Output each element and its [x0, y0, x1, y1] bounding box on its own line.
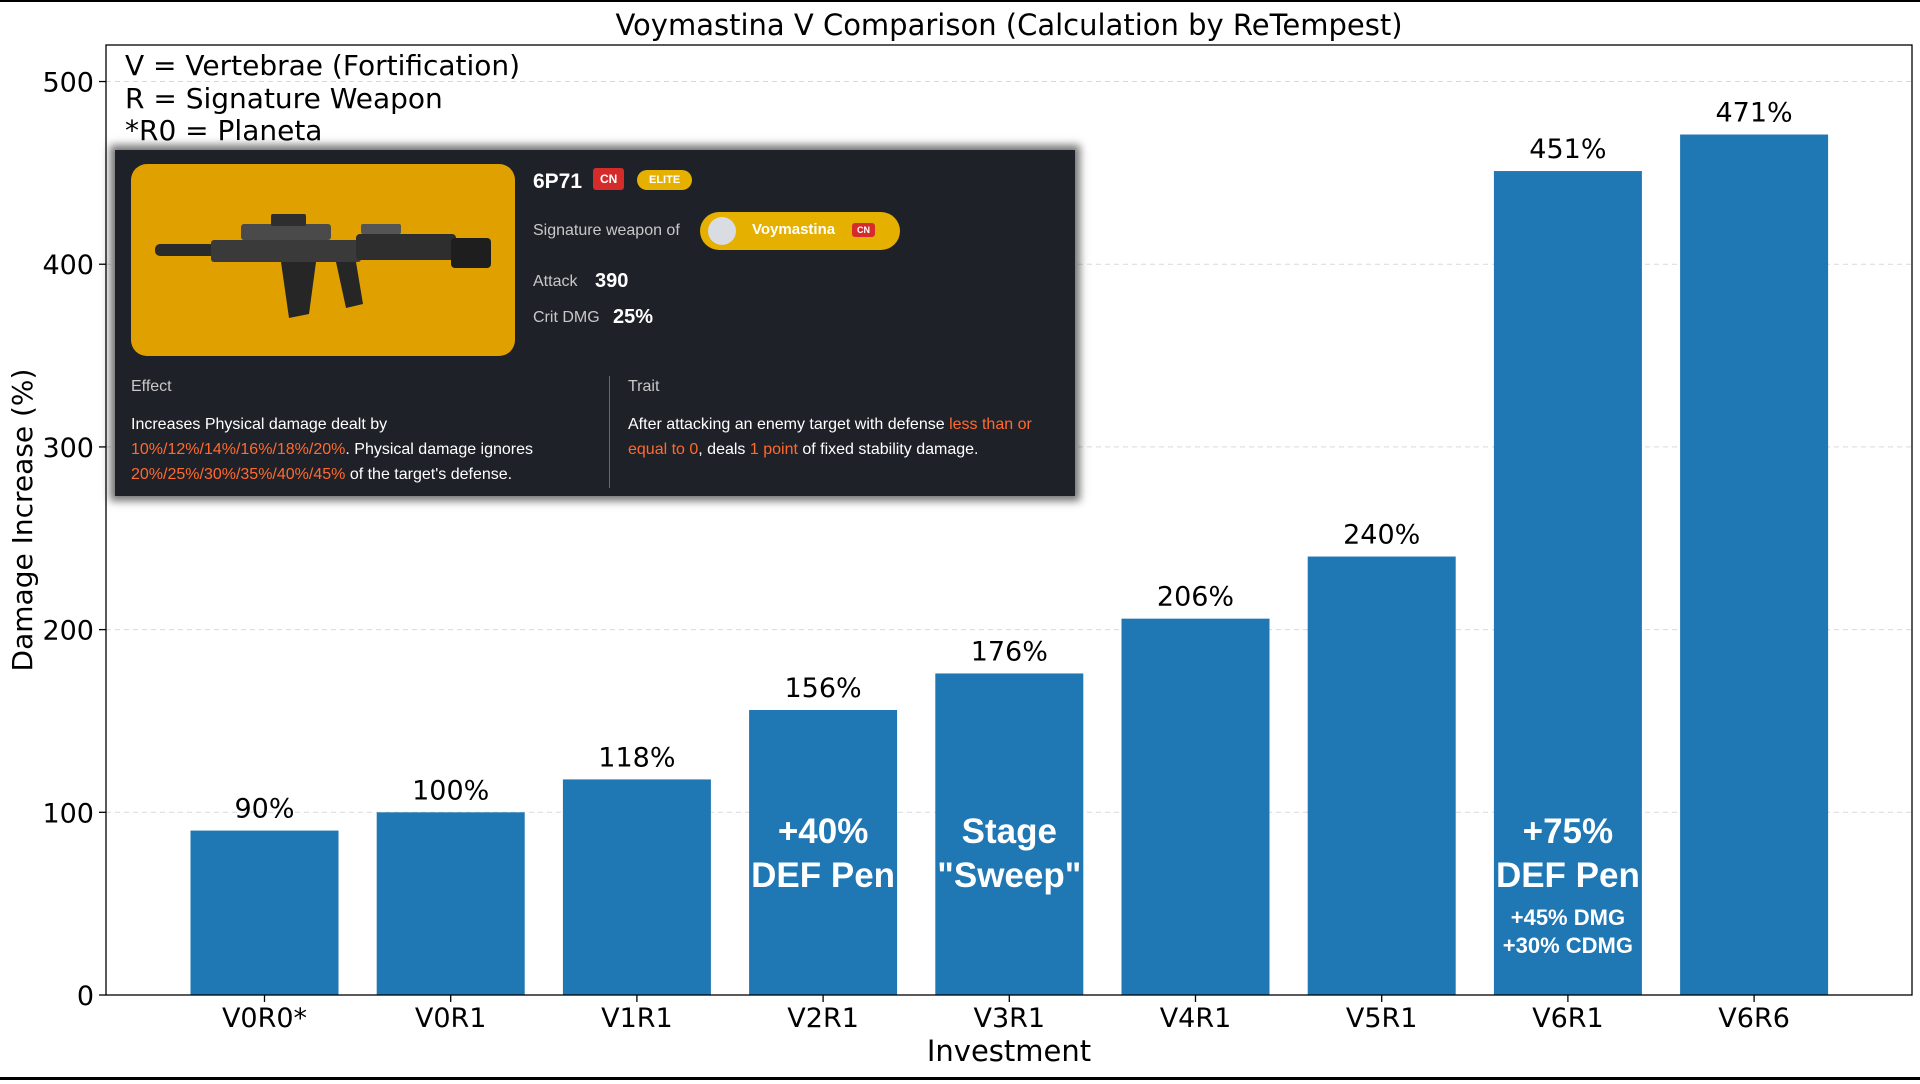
bar-v3r1: [935, 673, 1084, 995]
bar-v4r1: [1121, 618, 1270, 995]
bar-annotation: Stage: [962, 812, 1057, 851]
legend-note-1: V = Vertebrae (Fortification): [125, 49, 520, 82]
effect-highlight: 10%/12%/14%/16%/18%/20%: [131, 441, 346, 458]
bar-value-label: 118%: [598, 742, 675, 773]
legend-note-3: *R0 = Planeta: [125, 114, 322, 147]
y-tick-label: 400: [42, 250, 94, 281]
weapon-card: 6P71 CN ELITE Signature weapon of Voymas…: [115, 150, 1075, 496]
trait-highlight: less than or equal to 0: [628, 416, 1032, 458]
rifle-image: [131, 164, 515, 356]
y-tick-label: 500: [42, 68, 94, 99]
crit-value: 25%: [613, 306, 654, 328]
bar-value-label: 206%: [1157, 582, 1234, 613]
x-tick-label: V1R1: [601, 1003, 673, 1034]
x-tick-label: V4R1: [1160, 1003, 1232, 1034]
bar-value-label: 240%: [1343, 520, 1420, 551]
y-tick-label: 300: [42, 433, 94, 464]
signature-character-name: Voymastina: [752, 221, 836, 238]
bar-v2r1: [749, 710, 898, 995]
signature-region-badge: CN: [852, 223, 875, 237]
divider: [609, 376, 610, 488]
bar-value-label: 156%: [784, 673, 861, 704]
bar-value-label: 176%: [971, 636, 1048, 667]
bar-annotation-sub: +45% DMG: [1511, 905, 1625, 930]
attack-label: Attack: [533, 273, 578, 290]
trait-text-part: , deals: [698, 441, 750, 458]
legend-note-2: R = Signature Weapon: [125, 82, 443, 115]
bar-v5r1: [1307, 556, 1456, 995]
trait-text: After attacking an enemy target with def…: [628, 412, 1068, 462]
bar-annotation: +40%: [778, 812, 869, 851]
bottom-border: [0, 1077, 1920, 1080]
bar-annotation-sub: +30% CDMG: [1503, 933, 1633, 958]
effect-highlight: 20%/25%/30%/35%/40%/45%: [131, 466, 346, 483]
trait-text-part: After attacking an enemy target with def…: [628, 416, 950, 433]
bar-annotation: +75%: [1523, 812, 1614, 851]
signature-character-pill[interactable]: Voymastina CN: [700, 212, 900, 250]
bar-value-label: 100%: [412, 775, 489, 806]
x-axis: V0R0* V0R1 V1R1 V2R1 V3R1 V4R1 V5R1 V6R1 V6R6: [222, 995, 1790, 1034]
rifle-icon: [155, 214, 491, 318]
bar-value-label: 451%: [1529, 134, 1606, 165]
bar-value-label: 90%: [234, 794, 294, 825]
bar-v1r1: [562, 779, 711, 995]
x-tick-label: V5R1: [1346, 1003, 1418, 1034]
avatar: [708, 217, 736, 245]
bar-annotation: "Sweep": [937, 856, 1081, 895]
effect-text-part: . Physical damage ignores: [345, 441, 534, 458]
y-tick-label: 0: [77, 981, 94, 1012]
bar-v0r1: [376, 812, 525, 995]
x-tick-label: V6R1: [1532, 1003, 1604, 1034]
bar-v6r6: [1680, 134, 1829, 995]
rarity-badge: ELITE: [637, 170, 693, 190]
x-tick-label: V6R6: [1718, 1003, 1790, 1034]
y-tick-label: 200: [42, 616, 94, 647]
x-tick-label: V2R1: [787, 1003, 859, 1034]
x-tick-label: V0R0*: [222, 1003, 307, 1034]
x-axis-label: Investment: [927, 1034, 1091, 1068]
y-tick-label: 100: [42, 798, 94, 829]
y-axis: 0 100 200 300 400 500: [42, 68, 106, 1012]
bar-annotation: DEF Pen: [751, 856, 895, 895]
bar-v0r0: [190, 830, 339, 995]
weapon-name: 6P71: [533, 170, 583, 193]
effect-text: Increases Physical damage dealt by 10%/1…: [131, 412, 581, 487]
bar-annotation: DEF Pen: [1496, 856, 1640, 895]
value-labels: 90% 100% 118% 156% 176% 206% 240% 451% 471%: [234, 98, 1792, 825]
region-badge: CN: [593, 168, 625, 190]
effect-text-part: of the target's defense.: [345, 466, 513, 483]
bar-value-label: 471%: [1715, 98, 1792, 129]
trait-highlight: 1 point: [749, 441, 798, 458]
signature-label: Signature weapon of: [533, 222, 680, 239]
bar-v6r1: [1493, 171, 1642, 996]
chart-title: Voymastina V Comparison (Calculation by …: [615, 8, 1402, 42]
attack-value: 390: [595, 270, 629, 292]
top-border: [0, 0, 1920, 2]
x-tick-label: V0R1: [415, 1003, 487, 1034]
effect-header: Effect: [131, 378, 172, 395]
crit-label: Crit DMG: [533, 309, 600, 326]
x-tick-label: V3R1: [974, 1003, 1046, 1034]
bars-group: [190, 134, 1829, 996]
effect-text-part: Increases Physical damage dealt by: [131, 416, 388, 433]
trait-text-part: of fixed stability damage.: [797, 441, 979, 458]
trait-header: Trait: [628, 378, 660, 395]
bar-annotations: +40% DEF Pen Stage "Sweep" +75% DEF Pen +45% D…: [751, 812, 1640, 958]
y-axis-label: Damage Increase (%): [6, 369, 39, 672]
